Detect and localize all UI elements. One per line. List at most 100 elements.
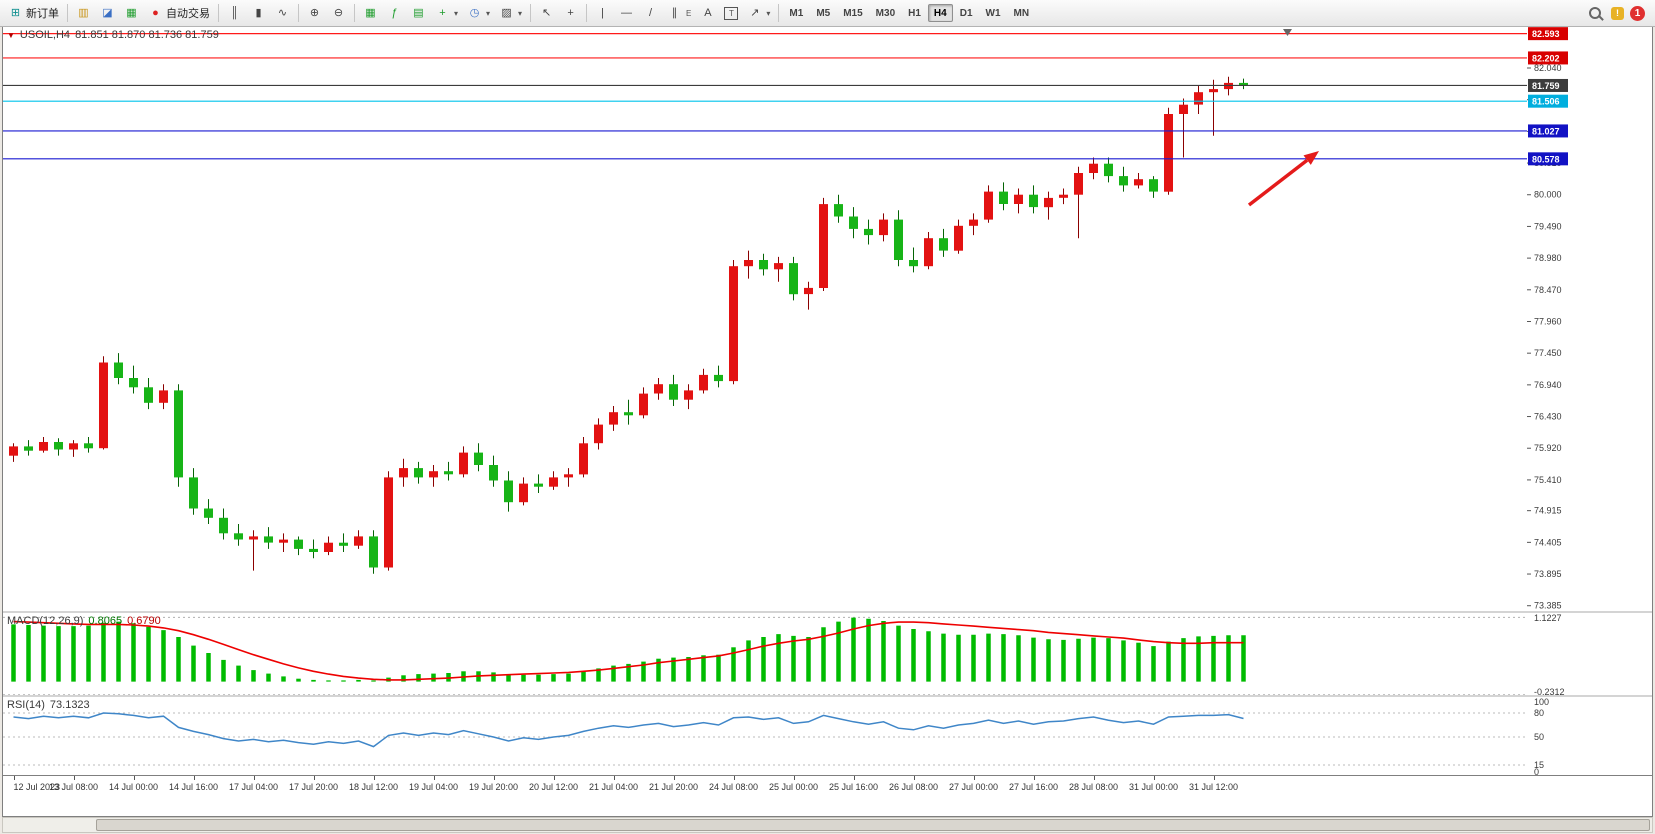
- svg-text:81.027: 81.027: [1532, 126, 1560, 136]
- cursor-icon: ↖: [541, 6, 552, 19]
- line-chart-button[interactable]: ∿: [271, 3, 294, 23]
- time-axis-label: 31 Jul 00:00: [1128, 782, 1179, 792]
- time-axis-tick: [1153, 776, 1155, 780]
- indicators-icon: ƒ: [391, 6, 398, 19]
- chart-window: 82.04081.53081.02080.51080.00079.49078.9…: [2, 26, 1653, 817]
- template-dropdown[interactable]: ▨ ▾: [495, 3, 526, 23]
- time-axis-label: 17 Jul 20:00: [288, 782, 339, 792]
- macd-histogram: [11, 617, 1246, 682]
- time-axis-tick: [553, 776, 555, 780]
- trend-arrow-annotation[interactable]: [1247, 151, 1319, 207]
- terminal-button[interactable]: ▦: [120, 3, 143, 23]
- time-axis-tick: [193, 776, 195, 780]
- crosshair-button[interactable]: +: [559, 3, 582, 23]
- timeframe-w1-button[interactable]: W1: [980, 4, 1007, 22]
- terminal-icon: ▦: [126, 6, 137, 19]
- horizontal-scrollbar[interactable]: [2, 817, 1653, 833]
- horizontal-line-button[interactable]: —: [615, 3, 638, 23]
- horizontal-lines-layer[interactable]: 82.593 82.202 81.759 81.506 81.027 80.578: [3, 27, 1568, 166]
- indicators-button[interactable]: ƒ: [383, 3, 406, 23]
- search-icon: [1589, 7, 1601, 19]
- time-axis-tick: [793, 776, 795, 780]
- chevron-down-icon: ▾: [454, 8, 459, 18]
- svg-text:0: 0: [1534, 767, 1539, 777]
- time-axis-tick: [1033, 776, 1035, 780]
- svg-text:80.578: 80.578: [1532, 154, 1560, 164]
- new-order-icon: ⊞: [10, 6, 21, 19]
- rsi-panel[interactable]: 100 80 50 15 0 RSI(14) 73.1323: [3, 695, 1652, 777]
- subwindow-button[interactable]: ▤: [407, 3, 430, 23]
- svg-text:-0.2312: -0.2312: [1534, 687, 1565, 697]
- time-axis-label: 12 Jul 2023: [13, 782, 61, 792]
- svg-text:80: 80: [1534, 708, 1544, 718]
- chevron-down-icon: ▾: [766, 8, 771, 18]
- timeframe-m5-button[interactable]: M5: [810, 4, 836, 22]
- svg-text:78.470: 78.470: [1534, 285, 1562, 295]
- market-watch-button[interactable]: ▥: [72, 3, 95, 23]
- alert-icon[interactable]: !: [1611, 6, 1624, 20]
- macd-panel[interactable]: 1.1227 -0.2312 MACD(12,26,9) 0.8065 0.679…: [3, 611, 1652, 697]
- bar-chart-button[interactable]: ║: [223, 3, 246, 23]
- notification-badge[interactable]: 1: [1630, 5, 1645, 21]
- new-order-button[interactable]: ⊞ 新订单: [4, 3, 63, 23]
- equidistant-channel-button[interactable]: ∥ E: [663, 3, 695, 23]
- symbol-ohlc-label: ▼ USOIL,H4 81.851 81.870 81.736 81.759: [7, 29, 219, 41]
- price-panel[interactable]: 82.04081.53081.02080.51080.00079.49078.9…: [3, 27, 1652, 611]
- add-object-icon: +: [439, 6, 446, 19]
- svg-text:78.980: 78.980: [1534, 253, 1562, 263]
- main-toolbar: ⊞ 新订单 ▥ ◪ ▦ ● 自动交易 ║ ▮ ∿ ⊕ ⊖ ▦ ƒ ▤ + ▾: [0, 0, 1655, 27]
- channel-e-label: E: [686, 8, 692, 18]
- svg-text:75.410: 75.410: [1534, 475, 1562, 485]
- horizontal-line-icon: —: [621, 6, 633, 19]
- channel-icon: ∥: [671, 6, 678, 19]
- timeframe-h4-button[interactable]: H4: [927, 4, 953, 22]
- time-axis-label: 25 Jul 00:00: [768, 782, 819, 792]
- svg-text:79.490: 79.490: [1534, 221, 1562, 231]
- candle-chart-button[interactable]: ▮: [247, 3, 270, 23]
- candlestick-chart: 82.04081.53081.02080.51080.00079.49078.9…: [3, 27, 1568, 611]
- time-axis-tick: [373, 776, 375, 780]
- tile-windows-button[interactable]: ▦: [359, 3, 382, 23]
- symbol-marker-icon[interactable]: ▼: [7, 30, 15, 40]
- time-axis-tick: [853, 776, 855, 780]
- timeframe-h1-button[interactable]: H1: [902, 4, 927, 22]
- time-axis-label: 27 Jul 16:00: [1008, 782, 1059, 792]
- search-button[interactable]: [1585, 3, 1605, 23]
- time-axis-tick: [1213, 776, 1215, 780]
- timeframe-m30-button[interactable]: M30: [870, 4, 901, 22]
- svg-text:74.405: 74.405: [1534, 537, 1562, 547]
- time-axis-label: 25 Jul 16:00: [828, 782, 879, 792]
- zoom-in-button[interactable]: ⊕: [303, 3, 326, 23]
- scrollbar-thumb[interactable]: [96, 819, 1650, 831]
- time-axis[interactable]: 12 Jul 2023 13 Jul 08:00 14 Jul 00:00 14 Ju…: [3, 775, 1652, 800]
- shift-marker-icon[interactable]: [1283, 29, 1292, 36]
- price-axis: 82.04081.53081.02080.51080.00079.49078.9…: [1527, 63, 1562, 611]
- trendline-button[interactable]: /: [639, 3, 662, 23]
- text-label-button[interactable]: T: [720, 3, 742, 23]
- zoom-out-icon: ⊖: [333, 6, 344, 19]
- vertical-line-button[interactable]: |: [591, 3, 614, 23]
- period-dropdown[interactable]: ◷ ▾: [463, 3, 494, 23]
- ohlc-values: 81.851 81.870 81.736 81.759: [75, 29, 219, 41]
- time-axis-label: 13 Jul 08:00: [48, 782, 99, 792]
- chevron-down-icon: ▾: [518, 8, 523, 18]
- arrows-dropdown[interactable]: ↗ ▾: [743, 3, 774, 23]
- timeframe-m15-button[interactable]: M15: [837, 4, 868, 22]
- timeframe-mn-button[interactable]: MN: [1008, 4, 1036, 22]
- toolbar-separator: [354, 4, 355, 22]
- time-axis-label: 14 Jul 16:00: [168, 782, 219, 792]
- svg-text:81.506: 81.506: [1532, 97, 1560, 107]
- symbol-label: USOIL,H4: [19, 29, 71, 41]
- add-indicator-dropdown[interactable]: + ▾: [431, 3, 462, 23]
- text-tool-button[interactable]: A: [696, 3, 719, 23]
- timeframe-m1-button[interactable]: M1: [783, 4, 809, 22]
- toolbar-separator: [67, 4, 68, 22]
- cursor-button[interactable]: ↖: [535, 3, 558, 23]
- auto-trading-button[interactable]: ● 自动交易: [144, 3, 214, 23]
- zoom-out-button[interactable]: ⊖: [327, 3, 350, 23]
- time-axis-tick: [433, 776, 435, 780]
- candles-layer: [9, 76, 1248, 574]
- timeframe-d1-button[interactable]: D1: [954, 4, 979, 22]
- navigator-button[interactable]: ◪: [96, 3, 119, 23]
